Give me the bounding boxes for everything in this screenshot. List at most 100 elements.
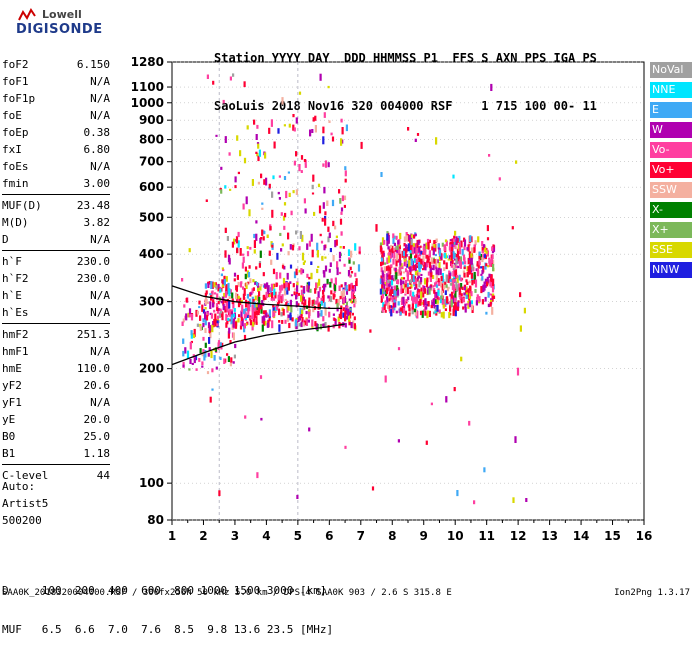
param-separator bbox=[2, 194, 110, 195]
echo-point bbox=[222, 280, 225, 284]
echo-point bbox=[323, 302, 326, 309]
echo-point bbox=[296, 284, 299, 292]
echo-point bbox=[389, 245, 392, 249]
echo-point bbox=[487, 291, 490, 298]
echo-point bbox=[216, 306, 219, 311]
echo-point bbox=[435, 291, 438, 298]
echo-point bbox=[422, 268, 425, 271]
echo-point bbox=[392, 258, 395, 265]
footer-version: Ion2Png 1.3.17 bbox=[614, 588, 690, 598]
param-label: foE bbox=[2, 109, 22, 122]
echo-point bbox=[280, 312, 283, 317]
echo-point bbox=[401, 250, 404, 258]
echo-point bbox=[299, 231, 302, 239]
echo-point bbox=[301, 309, 304, 314]
echo-point bbox=[295, 323, 298, 330]
echo-point bbox=[264, 296, 267, 300]
echo-point bbox=[271, 292, 274, 299]
echo-point bbox=[220, 346, 223, 350]
echo-point bbox=[229, 340, 232, 344]
echo-point bbox=[478, 251, 481, 256]
echo-point bbox=[343, 195, 347, 201]
echo-point bbox=[452, 264, 455, 269]
echo-point bbox=[222, 296, 225, 300]
ionospheric-params-panel: foF2 6.150 foF1 N/A foF1p N/A foE N/A foEp 0.38 fx… bbox=[2, 56, 110, 484]
echo-point bbox=[210, 350, 213, 359]
echo-point bbox=[433, 290, 436, 294]
echo-point bbox=[437, 278, 440, 283]
echo-point bbox=[224, 185, 227, 189]
echo-point bbox=[255, 151, 258, 154]
echo-point bbox=[422, 292, 425, 298]
echo-point bbox=[402, 277, 406, 280]
echo-point bbox=[334, 225, 337, 230]
echo-point bbox=[443, 282, 446, 290]
echo-point bbox=[428, 250, 431, 258]
echo-point bbox=[435, 281, 438, 287]
echo-point bbox=[402, 271, 405, 274]
echo-point bbox=[322, 136, 325, 145]
echo-point bbox=[297, 303, 300, 306]
y-tick-label: 600 bbox=[139, 180, 164, 194]
echo-point bbox=[424, 266, 427, 271]
echo-point bbox=[441, 295, 444, 303]
param-value: 251.3 bbox=[76, 328, 110, 341]
echo-point bbox=[228, 288, 231, 297]
echo-point bbox=[432, 285, 435, 288]
echo-point bbox=[188, 368, 191, 371]
echo-point bbox=[308, 427, 311, 432]
echo-point bbox=[391, 247, 394, 254]
echo-point bbox=[298, 164, 301, 172]
echo-point bbox=[273, 288, 276, 296]
echo-point bbox=[284, 319, 287, 324]
echo-point bbox=[305, 318, 308, 326]
echo-point bbox=[463, 266, 466, 270]
echo-point bbox=[393, 250, 396, 259]
echo-point bbox=[340, 118, 343, 123]
echo-point bbox=[411, 303, 414, 310]
echo-point bbox=[338, 189, 341, 194]
echo-point bbox=[217, 284, 220, 288]
echo-point bbox=[278, 175, 281, 178]
echo-point bbox=[452, 308, 455, 316]
echo-point bbox=[324, 218, 327, 226]
echo-point bbox=[315, 323, 318, 330]
echo-point bbox=[323, 287, 326, 290]
echo-point bbox=[404, 268, 408, 273]
echo-point bbox=[403, 242, 406, 247]
echo-point bbox=[453, 253, 456, 258]
echo-point bbox=[470, 304, 474, 311]
echo-point bbox=[204, 297, 208, 305]
echo-point bbox=[237, 318, 240, 323]
echo-point bbox=[383, 291, 386, 295]
echo-point bbox=[482, 244, 486, 248]
echo-point bbox=[426, 259, 429, 265]
echo-point bbox=[403, 301, 407, 306]
echo-point bbox=[335, 239, 338, 246]
echo-point bbox=[189, 358, 192, 364]
logo-line2: DIGISONDE bbox=[16, 22, 103, 37]
echo-point bbox=[386, 296, 389, 303]
echo-point bbox=[233, 278, 236, 282]
echo-point bbox=[425, 254, 428, 259]
echo-point bbox=[298, 269, 301, 273]
echo-point bbox=[289, 244, 292, 250]
echo-point bbox=[403, 259, 406, 262]
echo-point bbox=[341, 127, 344, 135]
echo-point bbox=[201, 351, 204, 357]
echo-point bbox=[398, 245, 401, 250]
echo-point bbox=[379, 288, 382, 295]
echo-point bbox=[268, 315, 271, 322]
echo-point bbox=[453, 276, 456, 280]
echo-point bbox=[474, 279, 478, 288]
echo-point bbox=[482, 265, 485, 273]
echo-point bbox=[418, 257, 421, 265]
echo-point bbox=[402, 307, 406, 314]
echo-point bbox=[418, 301, 421, 306]
param-value: N/A bbox=[90, 396, 110, 409]
echo-point bbox=[304, 299, 307, 306]
param-label: hmF1 bbox=[2, 345, 29, 358]
echo-point bbox=[386, 284, 389, 291]
echo-point bbox=[406, 275, 409, 282]
echo-point bbox=[330, 290, 333, 295]
